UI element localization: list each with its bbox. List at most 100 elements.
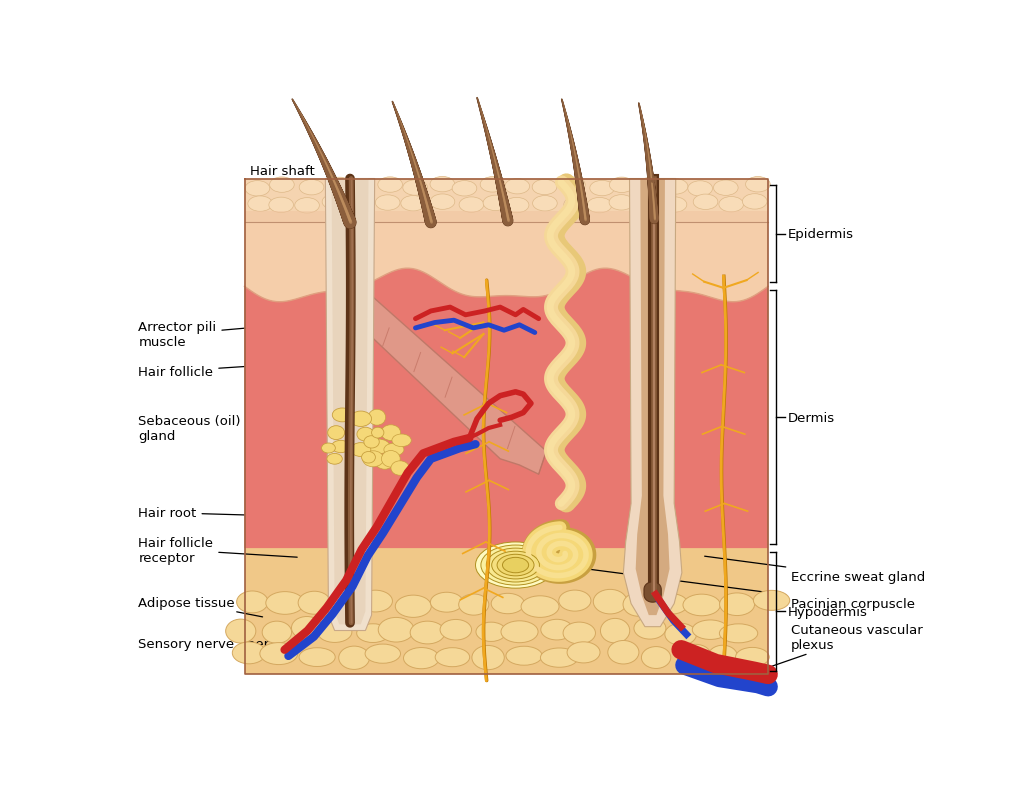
Ellipse shape [720, 624, 758, 643]
Ellipse shape [505, 180, 529, 195]
Text: Hair shaft: Hair shaft [250, 165, 342, 188]
Ellipse shape [664, 180, 688, 195]
Ellipse shape [358, 590, 392, 612]
Ellipse shape [411, 622, 444, 644]
Ellipse shape [521, 596, 559, 618]
Text: Dermis: Dermis [787, 411, 835, 424]
Ellipse shape [742, 194, 767, 210]
Ellipse shape [350, 411, 372, 427]
Ellipse shape [225, 619, 256, 643]
Text: Pore of sweat gland duct: Pore of sweat gland duct [599, 191, 764, 217]
Ellipse shape [400, 196, 425, 212]
Ellipse shape [638, 178, 663, 193]
Ellipse shape [232, 642, 266, 664]
Ellipse shape [323, 195, 347, 210]
Ellipse shape [430, 593, 463, 613]
Text: Hair root: Hair root [138, 507, 325, 520]
Ellipse shape [688, 181, 713, 197]
Polygon shape [644, 582, 662, 602]
Ellipse shape [663, 197, 687, 213]
Ellipse shape [692, 620, 728, 640]
Ellipse shape [333, 408, 352, 423]
Ellipse shape [476, 622, 506, 642]
Ellipse shape [392, 435, 412, 447]
Polygon shape [332, 180, 369, 625]
Ellipse shape [403, 648, 439, 669]
Ellipse shape [609, 178, 634, 193]
Ellipse shape [593, 589, 627, 614]
Ellipse shape [298, 592, 331, 614]
Ellipse shape [708, 646, 737, 668]
Ellipse shape [332, 441, 350, 453]
Ellipse shape [376, 196, 400, 211]
Ellipse shape [317, 622, 352, 642]
Polygon shape [245, 287, 768, 549]
Ellipse shape [655, 594, 688, 614]
Ellipse shape [381, 425, 400, 441]
Text: Adipose tissue: Adipose tissue [138, 596, 262, 617]
Ellipse shape [357, 427, 374, 442]
Text: Cutaneous vascular
plexus: Cutaneous vascular plexus [756, 623, 923, 672]
Ellipse shape [369, 410, 386, 426]
Polygon shape [352, 298, 547, 475]
Ellipse shape [503, 557, 528, 573]
Ellipse shape [735, 647, 769, 666]
Polygon shape [245, 180, 768, 223]
Ellipse shape [435, 648, 470, 666]
Ellipse shape [650, 180, 655, 184]
Ellipse shape [600, 618, 630, 643]
Ellipse shape [492, 552, 540, 579]
Ellipse shape [372, 427, 384, 439]
Ellipse shape [459, 594, 488, 615]
Ellipse shape [384, 444, 403, 456]
Ellipse shape [330, 589, 362, 612]
Ellipse shape [376, 455, 394, 470]
Ellipse shape [634, 618, 666, 639]
Ellipse shape [680, 645, 712, 667]
Ellipse shape [563, 622, 596, 644]
Polygon shape [245, 269, 768, 549]
Ellipse shape [350, 195, 375, 211]
Ellipse shape [430, 195, 455, 210]
Ellipse shape [541, 648, 579, 667]
Ellipse shape [714, 180, 738, 196]
Ellipse shape [609, 196, 634, 211]
Text: Hypodermis: Hypodermis [787, 605, 867, 618]
Ellipse shape [391, 461, 410, 476]
Ellipse shape [720, 593, 755, 616]
Polygon shape [636, 180, 670, 615]
Ellipse shape [402, 180, 427, 196]
Polygon shape [624, 180, 682, 627]
Ellipse shape [486, 549, 545, 582]
Ellipse shape [623, 593, 653, 617]
Ellipse shape [501, 621, 538, 643]
Ellipse shape [641, 646, 671, 669]
Text: Hair follicle
receptor: Hair follicle receptor [138, 536, 297, 564]
Ellipse shape [269, 178, 294, 193]
Ellipse shape [472, 646, 504, 670]
Ellipse shape [395, 595, 431, 618]
Ellipse shape [378, 177, 402, 193]
Ellipse shape [492, 593, 524, 614]
Ellipse shape [366, 644, 400, 663]
Ellipse shape [608, 641, 639, 664]
Ellipse shape [745, 177, 770, 192]
Ellipse shape [719, 197, 743, 213]
Ellipse shape [322, 444, 336, 453]
Ellipse shape [364, 436, 379, 448]
Ellipse shape [292, 617, 323, 639]
Ellipse shape [497, 555, 535, 576]
Ellipse shape [564, 197, 589, 213]
Polygon shape [245, 180, 768, 302]
Ellipse shape [483, 196, 508, 211]
Ellipse shape [430, 177, 455, 192]
Ellipse shape [480, 177, 505, 192]
Ellipse shape [299, 180, 324, 196]
Ellipse shape [362, 452, 384, 468]
Ellipse shape [266, 592, 304, 614]
Polygon shape [245, 212, 768, 223]
Ellipse shape [532, 196, 557, 212]
Text: Hair follicle: Hair follicle [138, 362, 327, 378]
Ellipse shape [504, 198, 529, 213]
Ellipse shape [541, 619, 573, 640]
